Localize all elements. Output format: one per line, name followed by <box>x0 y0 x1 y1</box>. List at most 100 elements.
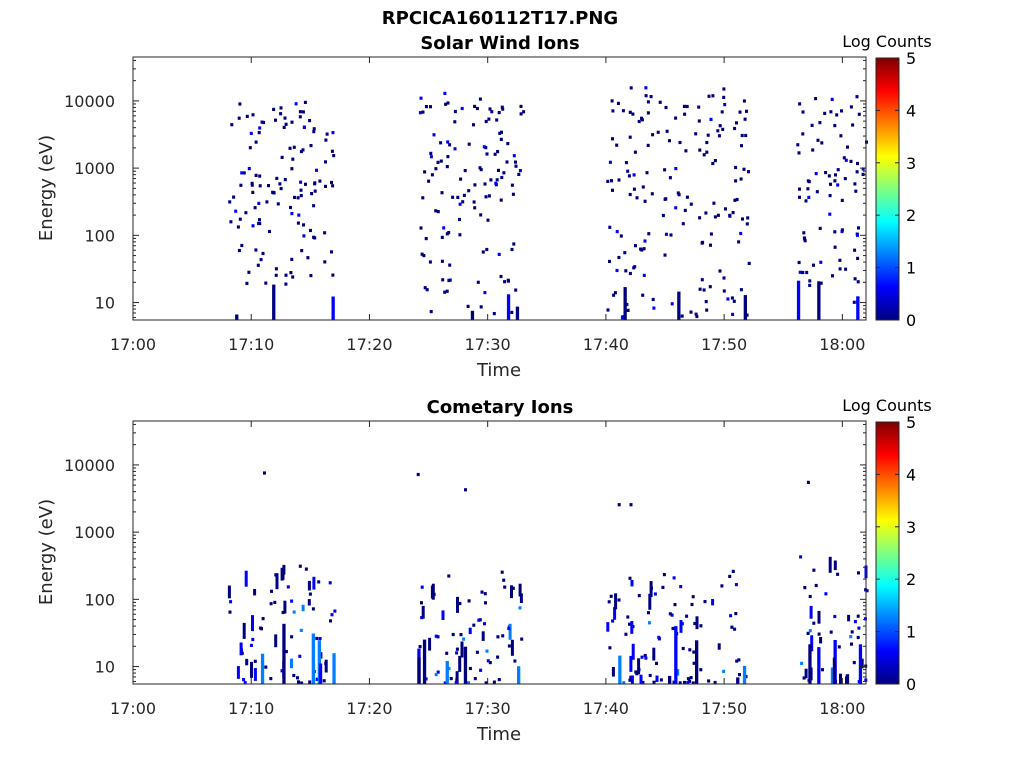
y-tick-label: 10 <box>95 294 115 313</box>
spectrogram-streak <box>736 677 740 684</box>
x-tick-label: 17:10 <box>228 699 274 718</box>
spectrogram-cell <box>656 130 660 134</box>
spectrogram-cell <box>641 185 645 189</box>
spectrogram-cell <box>642 247 646 251</box>
spectrogram-cell <box>828 212 832 216</box>
spectrogram-cell <box>607 600 611 604</box>
spectrogram-cell <box>651 133 655 137</box>
spectrogram-cell <box>453 120 457 124</box>
spectrogram-cell <box>606 308 610 312</box>
spectrogram-cell <box>856 614 860 618</box>
spectrogram-cell <box>441 278 445 282</box>
spectrogram-cell <box>447 666 451 671</box>
colorbar-tick-label: 1 <box>906 259 916 278</box>
spectrogram-cell <box>708 285 712 289</box>
spectrogram-cell <box>726 297 730 301</box>
spectrogram-cell <box>290 120 294 124</box>
spectrogram-cell <box>443 290 447 294</box>
spectrogram-cell <box>834 173 837 177</box>
spectrogram-cell <box>652 647 656 661</box>
spectrogram-cell <box>738 673 741 677</box>
spectrogram-cell <box>479 668 483 672</box>
x-tick-label: 18:00 <box>819 335 865 354</box>
spectrogram-cell <box>681 222 685 226</box>
spectrogram-cell <box>439 159 443 163</box>
spectrogram-cell <box>488 661 492 665</box>
spectrogram-cell <box>800 661 804 665</box>
spectrogram-cell <box>659 678 663 682</box>
spectrogram-cell <box>283 178 287 182</box>
spectrogram-cell <box>711 94 715 98</box>
spectrogram-cell <box>245 114 249 118</box>
spectrogram-cell <box>663 253 667 257</box>
spectrogram-cell <box>289 205 292 210</box>
spectrogram-cell <box>694 312 698 316</box>
spectrogram-cell <box>300 249 304 253</box>
spectrogram-cell <box>297 680 300 684</box>
spectrogram-cell <box>507 626 511 631</box>
spectrogram-cell <box>724 207 727 211</box>
spectrogram-cell <box>817 632 821 636</box>
spectrogram-cell <box>849 159 853 163</box>
colorbar-tick-label: 4 <box>906 101 916 120</box>
spectrogram-cell <box>458 217 461 222</box>
spectrogram-cell <box>611 188 614 192</box>
spectrogram-streak <box>272 284 276 320</box>
spectrogram-cell <box>302 223 305 227</box>
spectrogram-cell <box>466 304 470 308</box>
spectrogram-cell <box>629 86 633 90</box>
colorbar-tick-label: 0 <box>906 675 916 694</box>
spectrogram-cell <box>681 646 685 651</box>
spectrogram-cell <box>810 635 814 652</box>
spectrogram-cell <box>309 228 312 233</box>
spectrogram-cell <box>485 247 489 252</box>
spectrogram-cell <box>798 195 801 199</box>
spectrogram-streak <box>618 655 622 684</box>
spectrogram-cell <box>445 289 449 293</box>
spectrogram-cell <box>624 269 628 273</box>
spectrogram-cell <box>274 267 278 271</box>
spectrogram-cell <box>290 167 294 171</box>
spectrogram-cell <box>514 164 518 168</box>
spectrogram-cell <box>856 233 859 237</box>
spectrogram-cell <box>418 111 422 115</box>
spectrogram-cometary <box>227 471 869 684</box>
spectrogram-cell <box>847 614 851 622</box>
spectrogram-cell <box>704 211 708 215</box>
panel-solar-wind-ions: Solar Wind Ions 17:00 17:10 17:20 17:30 17:4… <box>36 32 932 381</box>
spectrogram-cell <box>686 681 690 684</box>
spectrogram-cell <box>290 635 294 639</box>
spectrogram-cell <box>324 661 328 666</box>
spectrogram-cell <box>643 199 647 203</box>
spectrogram-cell <box>722 95 726 99</box>
spectrogram-cell <box>672 680 676 684</box>
spectrogram-cell <box>458 202 462 206</box>
spectrogram-cell <box>280 155 284 159</box>
spectrogram-cell <box>313 189 317 193</box>
spectrogram-cell <box>472 623 476 627</box>
spectrogram-solar-wind <box>228 86 868 320</box>
spectrogram-cell <box>829 182 832 186</box>
spectrogram-cell <box>455 651 459 655</box>
spectrogram-cell <box>730 296 734 300</box>
spectrogram-cell <box>249 643 253 647</box>
spectrogram-cell <box>301 148 305 152</box>
spectrogram-cell <box>317 580 321 584</box>
spectrogram-cell <box>669 233 673 237</box>
spectrogram-cell <box>282 564 286 575</box>
spectrogram-cell <box>232 195 236 199</box>
y-tick-label: 1000 <box>74 523 115 542</box>
x-ticks-cometary: 17:00 17:10 17:20 17:30 17:40 17:50 18:00 <box>110 421 865 718</box>
spectrogram-cell <box>695 616 699 630</box>
spectrogram-cell <box>475 650 479 654</box>
spectrogram-cell <box>436 670 440 674</box>
spectrogram-cell <box>635 196 639 200</box>
spectrogram-cell <box>308 680 312 684</box>
spectrogram-cell <box>850 630 854 634</box>
spectrogram-cell <box>259 258 263 262</box>
spectrogram-cell <box>446 101 450 105</box>
spectrogram-cell <box>481 631 485 641</box>
spectrogram-cell <box>458 601 462 606</box>
spectrogram-cell <box>318 179 322 183</box>
spectrogram-cell <box>261 617 265 621</box>
